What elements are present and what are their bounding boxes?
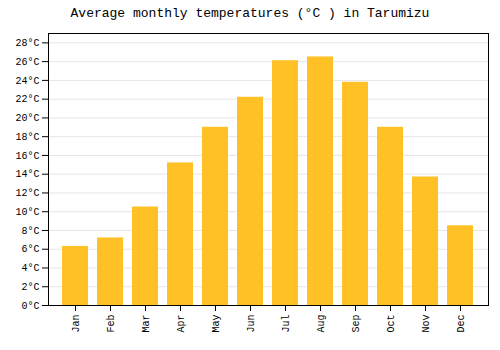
svg-text:16°C: 16°C xyxy=(15,151,39,162)
svg-text:Aug: Aug xyxy=(316,315,327,333)
svg-text:12°C: 12°C xyxy=(15,188,39,199)
svg-text:Jul: Jul xyxy=(281,315,292,333)
svg-text:Sep: Sep xyxy=(351,315,362,333)
svg-text:Dec: Dec xyxy=(456,315,467,333)
svg-text:2°C: 2°C xyxy=(21,282,39,293)
svg-text:Oct: Oct xyxy=(386,315,397,333)
svg-text:Jun: Jun xyxy=(246,315,257,333)
svg-text:18°C: 18°C xyxy=(15,132,39,143)
svg-text:Mar: Mar xyxy=(141,315,152,333)
svg-text:0°C: 0°C xyxy=(21,301,39,312)
svg-text:28°C: 28°C xyxy=(15,38,39,49)
svg-text:10°C: 10°C xyxy=(15,207,39,218)
svg-text:4°C: 4°C xyxy=(21,263,39,274)
svg-text:May: May xyxy=(211,315,222,333)
svg-text:Nov: Nov xyxy=(421,315,432,333)
svg-text:24°C: 24°C xyxy=(15,76,39,87)
html-text:Average monthly temperatures (: Average monthly temperatures (°C ) in Ta… xyxy=(70,6,430,21)
svg-text:26°C: 26°C xyxy=(15,57,39,68)
svg-text:Feb: Feb xyxy=(106,315,117,333)
svg-text:14°C: 14°C xyxy=(15,169,39,180)
svg-text:Jan: Jan xyxy=(71,315,82,333)
svg-text:Apr: Apr xyxy=(176,315,187,333)
svg-text:8°C: 8°C xyxy=(21,226,39,237)
svg-text:6°C: 6°C xyxy=(21,244,39,255)
svg-text:20°C: 20°C xyxy=(15,113,39,124)
svg-text:22°C: 22°C xyxy=(15,94,39,105)
